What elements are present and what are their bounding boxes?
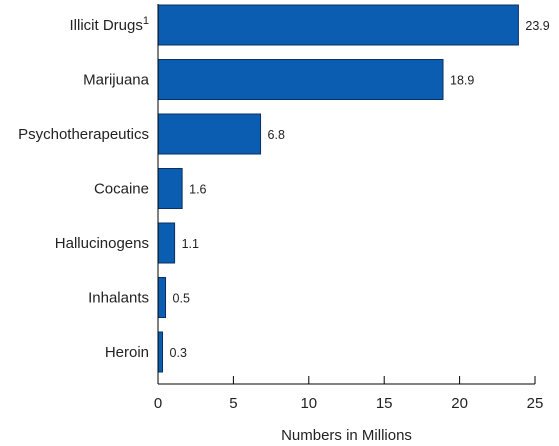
bar-heroin xyxy=(157,331,164,373)
category-labels: Illicit Drugs1 Marijuana Psychotherapeutic… xyxy=(18,15,150,361)
x-tick-label: 15 xyxy=(376,395,393,412)
bar-marijuana xyxy=(157,59,444,100)
bar-illicit-drugs xyxy=(157,4,519,46)
bar-psychotherapeutics xyxy=(157,113,262,155)
bar-hallucinogens xyxy=(157,222,176,264)
category-label: Illicit Drugs1 xyxy=(70,15,149,34)
footnote-marker: 1 xyxy=(143,15,149,27)
bars xyxy=(157,4,519,373)
category-label: Cocaine xyxy=(94,181,149,198)
category-label: Hallucinogens xyxy=(55,235,149,252)
value-label: 6.8 xyxy=(268,128,285,142)
x-tick-label: 10 xyxy=(300,395,317,412)
x-axis-title: Numbers in Millions xyxy=(281,427,412,444)
x-tick-label: 0 xyxy=(154,395,162,412)
value-label: 18.9 xyxy=(450,74,474,88)
x-tick-label: 20 xyxy=(451,395,468,412)
value-label: 0.3 xyxy=(170,346,187,360)
category-label: Marijuana xyxy=(83,72,150,89)
category-label: Heroin xyxy=(105,344,149,361)
value-label: 1.6 xyxy=(189,183,206,197)
value-label: 0.5 xyxy=(173,292,190,306)
value-label: 1.1 xyxy=(182,237,199,251)
bar-inhalants xyxy=(157,277,167,318)
x-tick-label: 5 xyxy=(229,395,237,412)
category-label: Psychotherapeutics xyxy=(18,126,149,143)
value-labels: 23.9 18.9 6.8 1.6 1.1 0.5 0.3 xyxy=(170,19,550,360)
x-tick-label: 25 xyxy=(527,395,544,412)
value-label: 23.9 xyxy=(525,19,549,33)
x-axis-ticks: 0 5 10 15 20 25 xyxy=(154,376,544,412)
category-label: Inhalants xyxy=(88,290,149,307)
bar-cocaine xyxy=(157,168,183,209)
